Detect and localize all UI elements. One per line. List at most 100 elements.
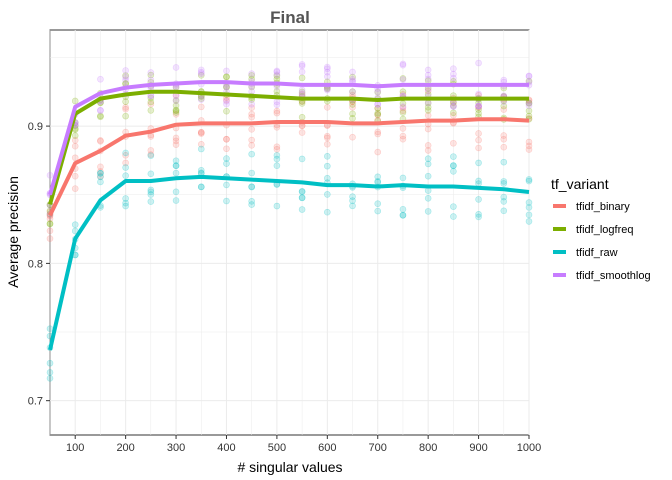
data-point	[349, 75, 356, 83]
data-point	[424, 87, 432, 95]
data-point	[248, 197, 255, 205]
data-point	[273, 72, 281, 80]
data-point	[147, 186, 155, 194]
data-point	[324, 191, 331, 198]
data-point	[172, 169, 180, 177]
data-point	[525, 211, 533, 219]
data-point	[349, 88, 356, 96]
data-point	[248, 72, 255, 79]
data-point	[399, 125, 407, 132]
data-point	[147, 69, 155, 76]
data-point	[349, 103, 356, 111]
data-point	[46, 359, 54, 367]
data-point	[399, 206, 407, 213]
series-line-tfidf_raw	[48, 174, 530, 351]
data-point	[223, 67, 230, 75]
data-point	[399, 75, 407, 82]
data-point	[46, 227, 54, 235]
data-point	[298, 100, 306, 107]
legend-label: tfidf_logfreq	[576, 224, 633, 236]
data-point	[197, 130, 205, 137]
data-point	[298, 62, 306, 70]
data-point	[273, 71, 281, 79]
data-point	[46, 171, 54, 179]
data-point	[324, 132, 331, 140]
data-point	[273, 88, 281, 95]
data-point	[172, 162, 180, 170]
legend-label: tfidf_raw	[576, 247, 618, 259]
y-tick-label: 0.7	[28, 396, 43, 408]
data-point	[500, 132, 508, 139]
data-point	[324, 73, 331, 80]
data-point	[349, 73, 356, 81]
data-point	[248, 183, 255, 190]
data-point	[197, 129, 205, 136]
data-point	[223, 73, 230, 80]
data-point	[223, 73, 230, 81]
data-point	[273, 107, 281, 115]
data-point	[525, 102, 533, 109]
data-point	[450, 74, 457, 82]
data-point	[223, 107, 230, 115]
data-point	[172, 111, 180, 118]
x-tick-label: 700	[369, 442, 387, 454]
data-point	[147, 170, 155, 178]
data-point	[298, 61, 306, 68]
data-point	[273, 152, 281, 159]
data-point	[71, 154, 79, 162]
legend-items: tfidf_binary tfidf_logfreq tfidf_raw tfidf_…	[551, 198, 651, 284]
data-point	[424, 107, 432, 114]
data-point	[172, 64, 180, 71]
data-point	[475, 102, 482, 110]
data-point	[374, 177, 382, 185]
data-point	[475, 106, 482, 113]
series-line-tfidf_binary	[48, 117, 530, 217]
data-point	[122, 202, 129, 210]
data-point	[172, 141, 180, 148]
data-point	[324, 208, 331, 216]
x-tick-label: 600	[318, 442, 336, 454]
data-point	[122, 76, 129, 84]
data-point	[374, 88, 382, 95]
data-point	[500, 193, 508, 201]
data-point	[122, 149, 129, 157]
data-point	[424, 71, 432, 79]
data-point	[374, 130, 382, 138]
data-point	[298, 68, 306, 76]
data-point	[450, 168, 457, 175]
data-point	[475, 210, 482, 218]
data-point	[248, 100, 255, 108]
data-point	[273, 146, 281, 153]
data-point	[197, 167, 205, 174]
data-point	[324, 65, 331, 73]
data-point	[475, 196, 482, 203]
data-point	[97, 168, 104, 175]
data-point	[172, 134, 180, 142]
legend-label: tfidf_binary	[576, 201, 630, 213]
data-point	[197, 103, 205, 111]
data-point	[223, 97, 230, 105]
data-point	[97, 107, 104, 114]
chart-title: Final	[270, 8, 310, 27]
data-point	[248, 150, 255, 158]
data-point	[97, 173, 104, 181]
data-point	[298, 155, 306, 163]
data-point	[349, 88, 356, 95]
data-point	[248, 136, 255, 144]
data-point	[197, 66, 205, 74]
data-point	[500, 198, 508, 205]
data-point	[475, 110, 482, 117]
data-point	[500, 76, 508, 84]
data-point	[97, 75, 104, 83]
x-tick-label: 900	[469, 442, 487, 454]
data-point	[374, 105, 382, 112]
data-point	[46, 220, 54, 227]
data-point	[424, 112, 432, 119]
data-point	[525, 204, 533, 211]
data-point	[450, 203, 457, 210]
data-point	[248, 88, 255, 95]
data-point	[71, 136, 79, 144]
data-point	[172, 197, 180, 204]
data-point	[475, 136, 482, 144]
